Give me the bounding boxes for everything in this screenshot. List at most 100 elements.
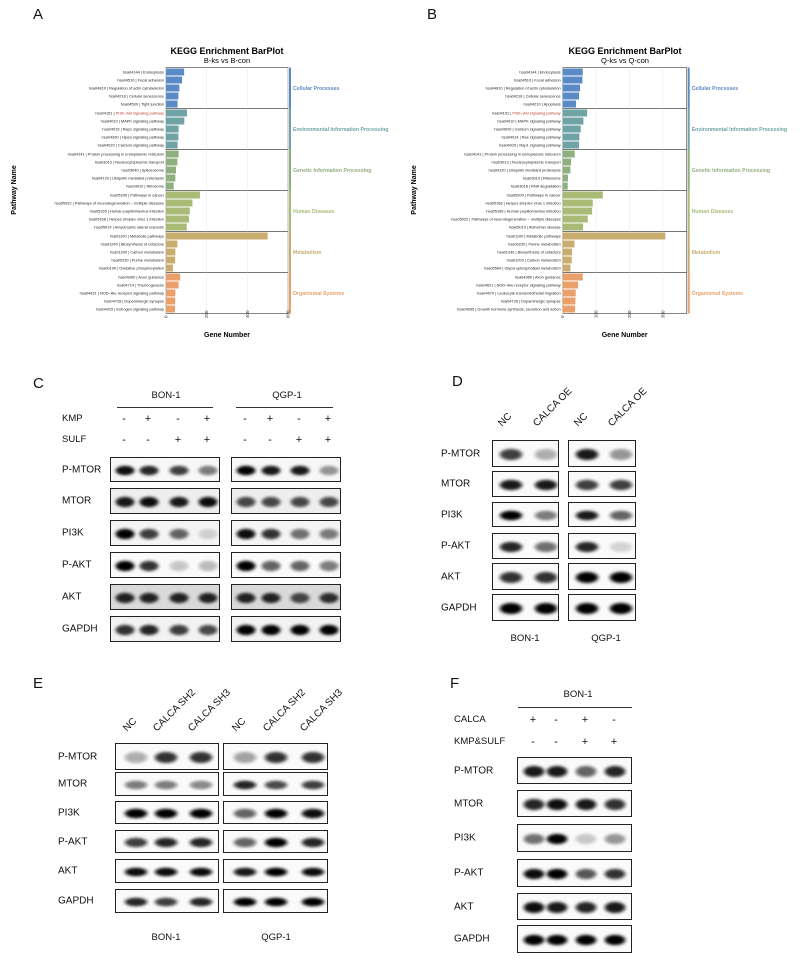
protein-band (545, 901, 569, 914)
protein-label: P-AKT (62, 559, 92, 571)
cell-line-label: BON-1 (151, 390, 181, 401)
pathway-label: hsa00230 | Purine metabolism (111, 257, 164, 262)
condition-sign: - (176, 413, 180, 425)
protein-band (545, 798, 569, 811)
protein-band (260, 464, 282, 477)
protein-band (153, 808, 179, 819)
pathway-name: Oxidative phosphorylation (119, 265, 164, 270)
pathway-id: hsa05168 (89, 216, 106, 221)
protein-band (153, 866, 179, 878)
condition-label: CALCA (454, 714, 486, 725)
pathway-name: Rap1 signaling pathway (519, 142, 560, 147)
pathway-name: Herpes simplex virus 1 infection (109, 216, 164, 221)
pathway-separator: | (135, 274, 138, 279)
bar (562, 215, 588, 223)
pathway-id: hsa04015 (102, 126, 119, 131)
bar (166, 84, 180, 92)
pathway-id: hsa04144 (123, 69, 141, 74)
condition-sign: + (266, 413, 274, 425)
pathway-separator: | (514, 118, 517, 123)
pathway-label: hsa01200 | Carbon metabolism (507, 257, 561, 262)
pathway-separator: | (524, 192, 527, 197)
blot-strip-gapdh (568, 594, 636, 621)
pathway-id: hsa04218 (505, 93, 522, 98)
pathway-id: hsa04728 (501, 298, 518, 303)
x-tick-label: 100 (594, 310, 599, 318)
pathway-id: hsa03010 (126, 183, 144, 188)
y-axis-label: Pathway Name (411, 165, 418, 215)
pathway-name: Alzheimer disease (529, 224, 561, 229)
protein-band (232, 751, 258, 764)
pathway-label: hsa04670 | Leukocyte transendothelial mi… (477, 290, 561, 295)
protein-band (168, 528, 190, 540)
protein-band (232, 896, 258, 908)
pathway-separator: | (525, 241, 528, 246)
pathway-label: hsa05200 | Pathways in cancer (507, 192, 562, 197)
protein-band (289, 496, 311, 508)
pathway-id: hsa03013 (492, 159, 509, 164)
bar (562, 281, 579, 289)
blot-strip-pi3k (517, 824, 632, 852)
protein-band (574, 448, 600, 461)
group-panel (165, 272, 289, 314)
bar (166, 223, 187, 231)
condition-sign: - (122, 434, 126, 446)
blot-strip-p-mtor (492, 440, 559, 467)
cell-line-label: QGP-1 (272, 390, 302, 401)
pathway-separator: | (107, 208, 110, 213)
pathway-separator: | (531, 77, 534, 82)
blot-strip-mtor (115, 772, 219, 796)
panel-label-e: E (33, 675, 44, 692)
blot-strip-pi3k (492, 502, 559, 527)
blot-strip-pi3k (110, 520, 220, 546)
pathway-name: Thermogenesis (137, 282, 164, 287)
protein-band (533, 448, 558, 461)
protein-band (300, 896, 326, 908)
pathway-name: Purine metabolism (528, 241, 560, 246)
protein-band (533, 602, 558, 615)
bar (562, 289, 576, 297)
protein-band (608, 509, 634, 522)
pathway-label: hsa03013 | Nucleocytoplasmic transport (95, 159, 165, 164)
pathway-separator: | (126, 93, 129, 98)
pathway-label: hsa04144 | Endocytosis (519, 69, 560, 74)
lane-label: NC (572, 411, 591, 429)
protein-band (197, 592, 219, 604)
cell-line-label: BON-1 (151, 932, 181, 943)
pathway-id: hsa04151 (492, 110, 509, 115)
protein-band (603, 901, 627, 914)
protein-band (197, 624, 219, 636)
pathway-label: hsa04810 | Regulation of actin cytoskele… (89, 85, 164, 90)
protein-band (533, 571, 558, 584)
condition-sign: - (268, 434, 272, 446)
group-panel (562, 67, 688, 109)
x-tick-label: 200 (627, 310, 632, 318)
protein-band (168, 464, 190, 477)
protein-band (498, 479, 524, 491)
pathway-label: hsa04210 | Apoptosis (524, 101, 561, 106)
protein-band (114, 560, 136, 572)
condition-sign: - (146, 434, 150, 446)
bar (166, 68, 185, 76)
pathway-id: hsa00230 (111, 257, 129, 262)
pathway-id: hsa04670 (477, 290, 495, 295)
protein-band (318, 624, 340, 636)
blot-strip-gapdh (492, 594, 559, 621)
pathway-name: PI3K−Akt signaling pathway (512, 110, 560, 115)
pathway-label: hsa04621 | NOD−like receptor signaling p… (80, 290, 164, 295)
pathway-id: hsa04510 (514, 77, 532, 82)
pathway-name: Rap1 signaling pathway (123, 126, 164, 131)
pathway-label: hsa01240 | Biosynthesis of cofactors (497, 249, 560, 254)
group-strip (687, 231, 690, 273)
bar (166, 240, 178, 248)
blot-strip-p-mtor (223, 743, 328, 770)
protein-label: P-MTOR (58, 751, 98, 762)
bar (562, 109, 588, 117)
pathway-separator: | (97, 290, 100, 295)
protein-band (574, 798, 598, 811)
protein-band (168, 592, 190, 604)
blot-strip-gapdh (115, 889, 219, 913)
pathway-id: hsa03010 (523, 175, 541, 180)
protein-band (260, 528, 282, 540)
pathway-id: hsa04810 (89, 85, 107, 90)
